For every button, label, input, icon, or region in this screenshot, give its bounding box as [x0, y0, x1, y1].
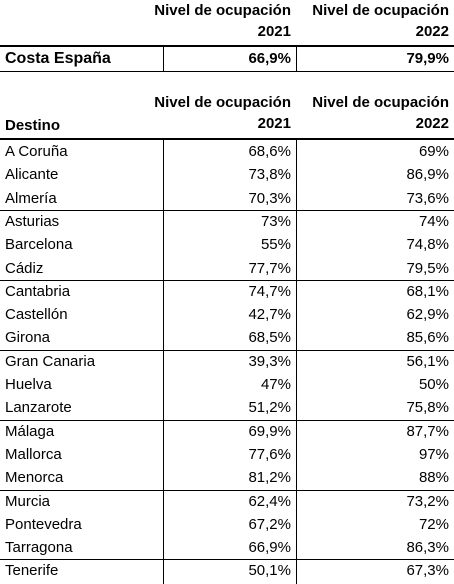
destination: Tenerife	[5, 562, 59, 580]
value-2022: 85,6%	[406, 329, 449, 347]
value-2021: 68,5%	[248, 329, 291, 347]
value-2022: 86,9%	[406, 166, 449, 184]
value-2022: 73,2%	[406, 492, 449, 510]
summary-2022: 79,9%	[406, 50, 449, 67]
value-2021: 39,3%	[248, 352, 291, 370]
value-2021: 51,2%	[248, 399, 291, 417]
value-2021: 81,2%	[248, 469, 291, 487]
destination: Huelva	[5, 376, 52, 393]
value-2021: 69,9%	[248, 422, 291, 440]
value-2022: 72%	[418, 515, 449, 533]
value-2022: 56,1%	[406, 352, 449, 370]
value-2022: 88%	[418, 469, 449, 487]
summary-2021: 66,9%	[248, 50, 291, 67]
value-2021: 74,7%	[248, 282, 291, 300]
destination: Castellón	[5, 306, 68, 324]
destination: Mallorca	[5, 445, 62, 463]
destination: Asturias	[5, 212, 60, 230]
rule	[163, 47, 164, 71]
column-rule	[163, 140, 164, 584]
value-2022: 79,5%	[406, 259, 449, 277]
destination: Barcelona	[5, 236, 73, 254]
rule	[296, 47, 297, 71]
value-2022: 74,8%	[406, 236, 449, 254]
destination: Cantabria	[5, 282, 71, 300]
rule	[0, 71, 454, 72]
value-2021: 47%	[260, 376, 291, 393]
summary-name: Costa España	[5, 50, 111, 67]
value-2022: 69%	[418, 143, 449, 160]
value-2021: 77,6%	[248, 445, 291, 463]
destination: Málaga	[5, 422, 55, 440]
group-rule	[0, 559, 454, 561]
destination: Gran Canaria	[5, 352, 96, 370]
value-2021: 66,9%	[248, 539, 291, 557]
value-2022: 75,8%	[406, 399, 449, 417]
rule	[0, 138, 454, 140]
value-2022: 62,9%	[406, 306, 449, 324]
value-2021: 68,6%	[248, 143, 291, 160]
destination: Cádiz	[5, 259, 44, 277]
rule	[0, 45, 454, 47]
value-2022: 74%	[418, 212, 449, 230]
value-2021: 55%	[260, 236, 291, 254]
destination: A Coruña	[5, 143, 68, 160]
header-2021: Nivel de ocupación 2021	[154, 2, 291, 40]
destination: Lanzarote	[5, 399, 72, 417]
value-2021: 73%	[260, 212, 291, 230]
group-rule	[0, 349, 454, 351]
value-2021: 62,4%	[248, 492, 291, 510]
destination: Pontevedra	[5, 515, 82, 533]
destination: Almería	[5, 189, 57, 207]
group-rule	[0, 209, 454, 211]
value-2022: 86,3%	[406, 539, 449, 557]
value-2021: 77,7%	[248, 259, 291, 277]
value-2021: 73,8%	[248, 166, 291, 184]
group-rule	[0, 279, 454, 281]
value-2021: 50,1%	[248, 562, 291, 580]
destination: Alicante	[5, 166, 59, 184]
column-rule	[296, 140, 297, 584]
value-2021: 42,7%	[248, 306, 291, 324]
value-2022: 73,6%	[406, 189, 449, 207]
value-2022: 68,1%	[406, 282, 449, 300]
group-rule	[0, 419, 454, 421]
value-2021: 70,3%	[248, 189, 291, 207]
value-2022: 67,3%	[406, 562, 449, 580]
header-2022: Nivel de ocupación 2022	[312, 2, 449, 40]
header-destino: Destino	[5, 117, 61, 134]
destination: Girona	[5, 329, 51, 347]
header-2021: Nivel de ocupación 2021	[154, 94, 291, 132]
destination: Menorca	[5, 469, 64, 487]
value-2021: 67,2%	[248, 515, 291, 533]
value-2022: 97%	[418, 445, 449, 463]
group-rule	[0, 489, 454, 491]
header-2022: Nivel de ocupación 2022	[312, 94, 449, 132]
value-2022: 50%	[418, 376, 449, 393]
destination: Murcia	[5, 492, 51, 510]
value-2022: 87,7%	[406, 422, 449, 440]
destination: Tarragona	[5, 539, 73, 557]
